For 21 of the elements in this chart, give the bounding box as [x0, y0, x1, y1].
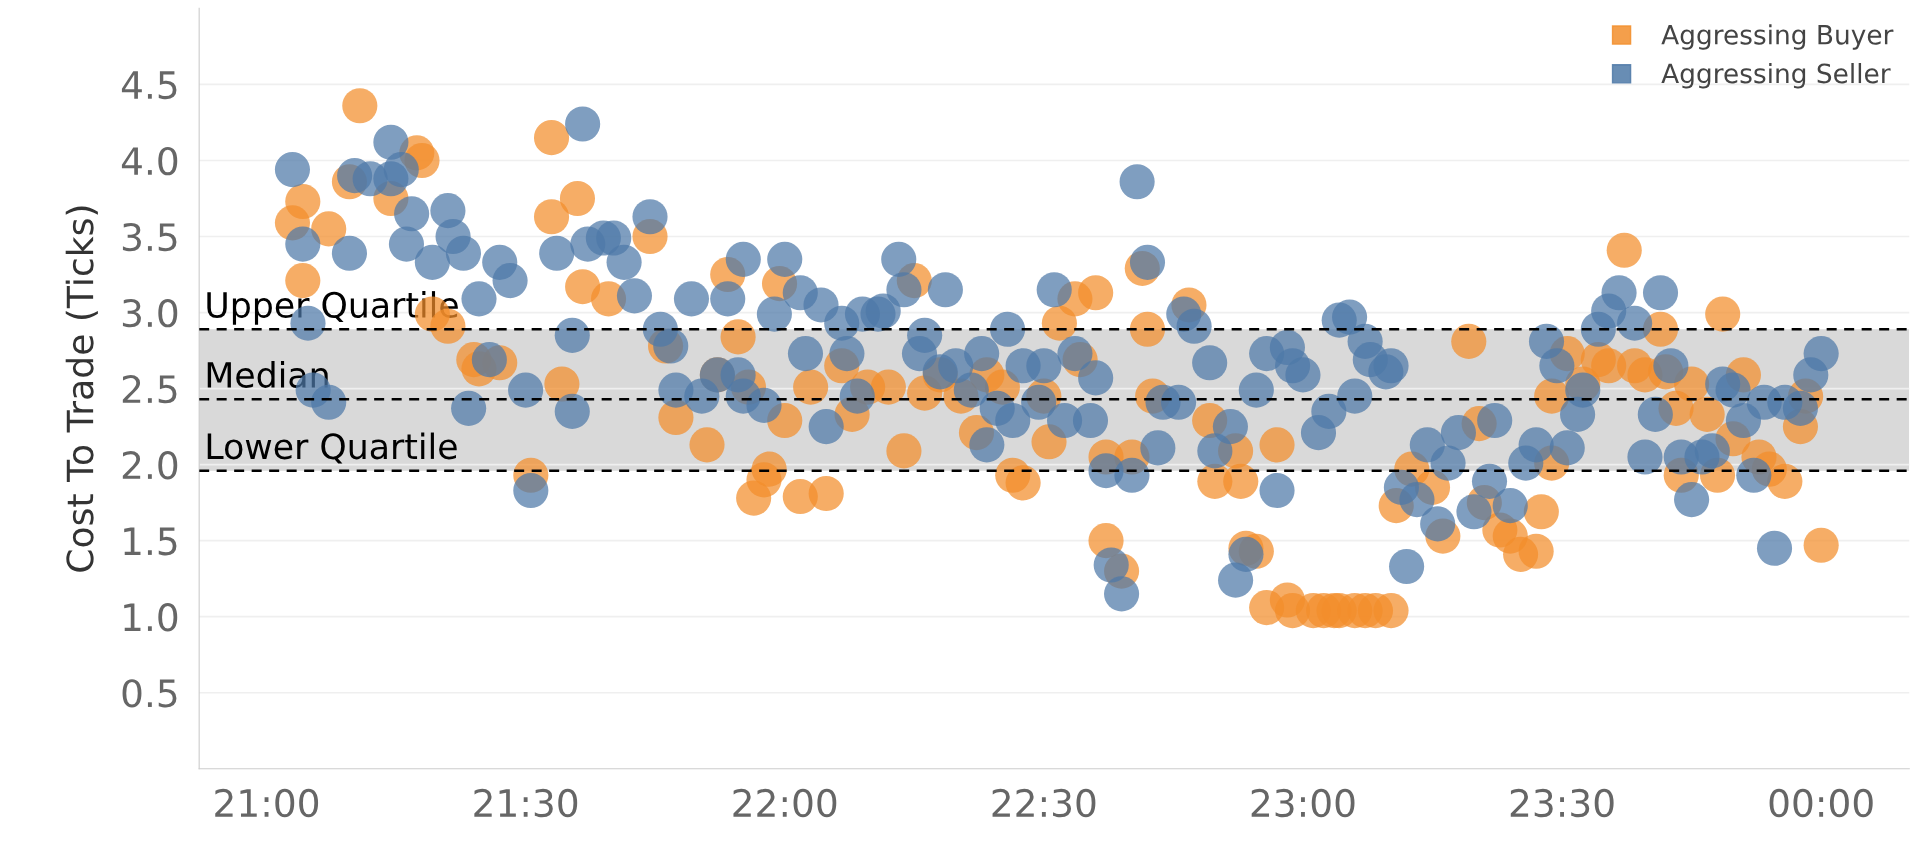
y-tick-label: 2.0 — [122, 451, 178, 480]
x-tick-label: 00:00 — [1769, 788, 1873, 818]
x-tick-label: 22:00 — [733, 788, 837, 818]
y-tick-label: 0.5 — [122, 679, 177, 708]
y-tick-label: 3.0 — [122, 298, 178, 328]
ref-line-label: Lower Quartile — [207, 432, 457, 464]
legend-label: Aggressing Seller — [1661, 62, 1891, 89]
x-tick-label: 21:30 — [474, 788, 578, 818]
y-tick-label: 2.5 — [122, 375, 177, 404]
x-tick-label: 23:30 — [1510, 788, 1614, 818]
y-tick-label: 1.0 — [124, 603, 178, 632]
ref-line-label: Median — [207, 361, 328, 388]
y-tick-label: 4.5 — [121, 71, 177, 100]
y-tick-label: 3.5 — [122, 222, 177, 252]
y-tick-label: 4.0 — [121, 146, 178, 176]
x-tick-label: 23:00 — [1251, 788, 1355, 818]
y-tick-label: 1.5 — [124, 527, 177, 556]
x-tick-label: 21:00 — [215, 788, 319, 818]
x-tick-label: 22:30 — [992, 788, 1096, 818]
y-axis-title: Cost To Trade (Ticks) — [65, 206, 98, 572]
legend-label: Aggressing Buyer — [1661, 24, 1894, 50]
